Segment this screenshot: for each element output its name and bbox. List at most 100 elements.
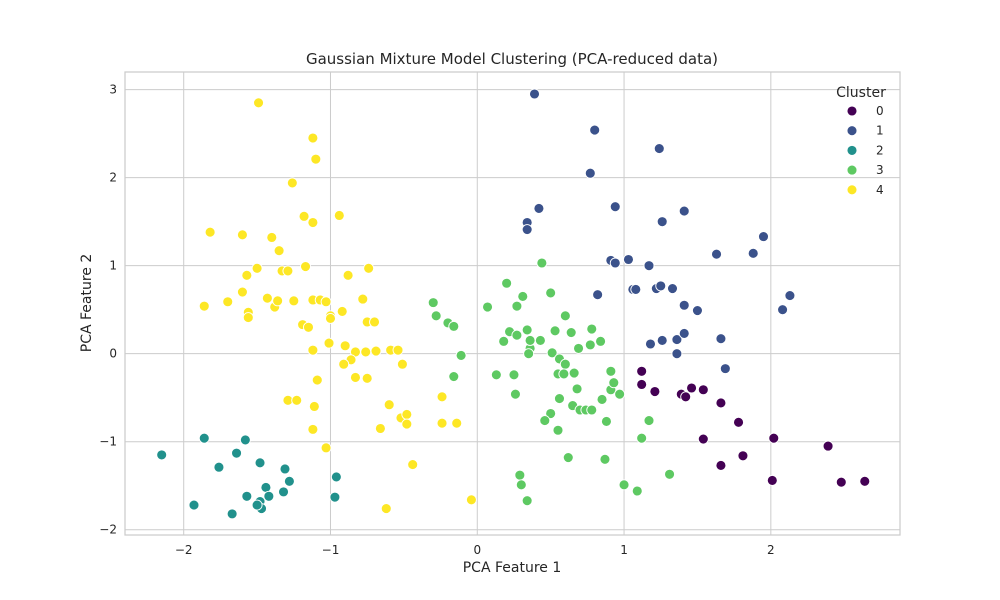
point-cluster-3 [514,469,526,481]
point-cluster-0 [822,440,834,452]
point-cluster-3 [545,287,557,299]
point-cluster-0 [680,391,692,403]
point-cluster-4 [357,293,369,305]
point-cluster-2 [239,434,251,446]
x-tick-label: 1 [620,543,628,557]
y-axis-label: PCA Feature 2 [79,254,95,353]
legend-marker-4 [846,184,858,196]
point-cluster-4 [451,417,463,429]
x-tick-label: −2 [175,543,193,557]
legend-marker-1 [846,125,858,137]
point-cluster-1 [678,299,690,311]
point-cluster-4 [236,286,248,298]
point-cluster-2 [156,449,168,461]
point-cluster-3 [448,371,460,383]
point-cluster-3 [614,388,626,400]
point-cluster-0 [636,365,648,377]
x-tick-label: 2 [767,543,775,557]
point-cluster-4 [320,442,332,454]
point-cluster-2 [198,432,210,444]
point-cluster-2 [213,461,225,473]
point-cluster-3 [536,257,548,269]
point-cluster-3 [517,291,529,302]
point-cluster-4 [310,153,322,165]
point-cluster-1 [711,248,722,260]
point-cluster-4 [241,269,253,281]
point-cluster-4 [396,358,408,370]
point-cluster-0 [649,386,661,397]
point-cluster-0 [859,475,871,487]
point-cluster-3 [490,369,502,381]
point-cluster-4 [392,344,404,356]
point-cluster-4 [383,399,395,411]
point-cluster-3 [534,335,546,346]
point-cluster-3 [559,310,571,322]
point-cluster-3 [558,368,570,380]
legend-label-1: 1 [876,124,884,138]
point-cluster-0 [835,476,847,488]
point-cluster-4 [380,503,392,515]
point-cluster-0 [737,450,749,462]
point-cluster-4 [369,316,380,328]
point-cluster-1 [715,333,727,345]
point-cluster-1 [643,260,655,272]
point-cluster-4 [320,296,332,308]
point-cluster-3 [584,339,596,351]
x-tick-labels: −2 −1 0 1 2 [175,543,775,557]
point-cluster-4 [288,295,300,307]
point-cluster-2 [278,486,289,498]
point-cluster-3 [511,300,523,312]
point-cluster-1 [589,124,601,136]
point-cluster-3 [586,404,598,416]
point-cluster-4 [363,262,375,274]
point-cluster-1 [667,283,678,294]
point-cluster-1 [630,283,642,295]
point-cluster-4 [407,459,419,471]
point-cluster-3 [539,415,551,427]
point-cluster-2 [231,447,243,459]
point-cluster-0 [768,432,780,444]
point-cluster-1 [719,363,731,375]
point-cluster-4 [291,394,303,406]
point-cluster-1 [655,280,667,292]
legend-label-2: 2 [876,143,884,157]
point-cluster-4 [282,265,294,277]
point-cluster-4 [333,210,345,221]
point-cluster-3 [482,301,493,313]
point-cluster-3 [501,277,513,289]
point-cluster-4 [261,292,273,304]
point-cluster-1 [656,335,668,346]
point-cluster-0 [715,397,727,409]
legend-label-4: 4 [876,183,884,197]
x-tick-label: 0 [473,543,481,557]
point-cluster-3 [568,367,580,379]
point-cluster-3 [545,408,557,419]
point-cluster-3 [608,377,620,389]
point-cluster-3 [455,349,467,361]
point-cluster-3 [524,335,536,346]
y-tick-label: 2 [109,171,117,185]
point-cluster-0 [766,474,778,486]
point-cluster-3 [586,323,598,335]
legend-label-3: 3 [876,163,884,177]
point-cluster-1 [533,202,545,214]
point-cluster-1 [609,257,621,269]
point-cluster-2 [329,491,341,503]
point-cluster-0 [733,416,744,428]
point-cluster-1 [747,247,759,259]
point-cluster-0 [715,460,727,471]
point-cluster-0 [697,433,709,445]
y-tick-label: 3 [109,83,117,97]
point-cluster-4 [336,305,348,317]
point-cluster-3 [498,335,510,347]
point-cluster-3 [448,320,460,332]
point-cluster-4 [236,229,248,241]
point-cluster-1 [691,305,703,316]
x-tick-label: −1 [322,543,340,557]
point-cluster-3 [552,424,564,436]
point-cluster-1 [521,224,533,236]
point-cluster-4 [436,391,448,403]
point-cluster-2 [263,490,275,502]
point-cluster-4 [300,261,311,272]
